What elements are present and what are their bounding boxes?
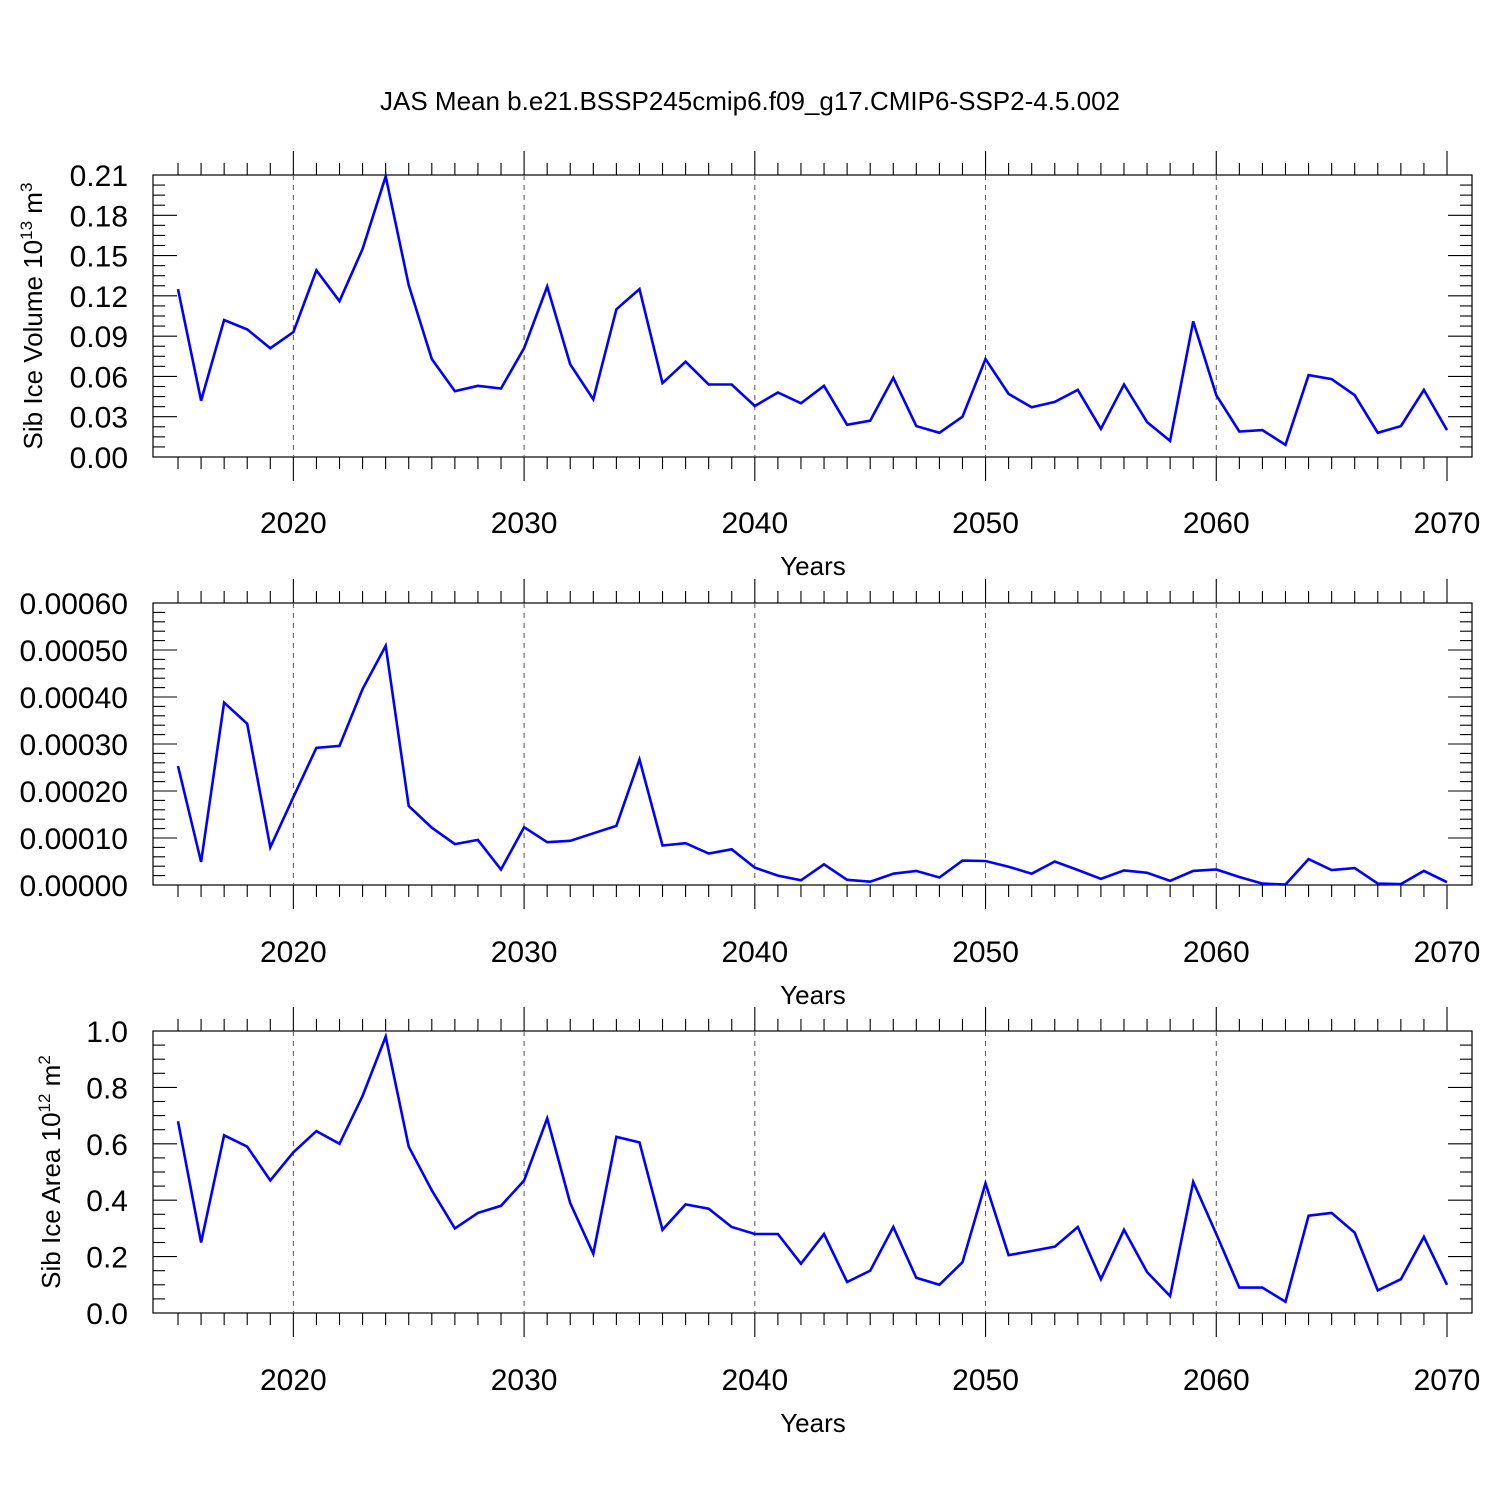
x-tick-label: 2030 (491, 1364, 558, 1397)
ice-volume-panel: Sib Ice Volume 1013 m3 2020 2030 2040 2050 2… (17, 151, 1480, 581)
y-tick-label: 0.0 (86, 1298, 128, 1331)
y-tick-label: 0.00000 (20, 870, 128, 903)
x-axis-label: Years (780, 980, 846, 1010)
x-axis-label: Years (780, 551, 846, 581)
x-tick-label: 2040 (721, 1364, 788, 1397)
x-tick-label: 2040 (721, 936, 788, 969)
x-tick-label: 2070 (1414, 507, 1481, 540)
x-tick-label: 2050 (952, 1364, 1019, 1397)
y-tick-label: 0.00 (70, 442, 128, 475)
y-axis-label-unit-exponent: 2 (35, 1055, 54, 1064)
y-tick-label: 0.12 (70, 281, 128, 314)
plot-frame (152, 602, 1473, 886)
y-tick-label: 0.06 (70, 361, 128, 394)
y-tick-label: 0.2 (86, 1242, 128, 1275)
y-tick-label: 0.18 (70, 200, 128, 233)
x-tick-label: 2030 (491, 936, 558, 969)
y-axis-label: Sib Ice Area 1012 m2 (35, 1055, 66, 1289)
y-axis-label-exponent: 13 (17, 221, 36, 240)
y-tick-label: 0.15 (70, 241, 128, 274)
y-tick-label: 0.00050 (20, 635, 128, 668)
series-line (176, 1032, 1449, 1304)
sample-panel: 2020 2030 2040 2050 2060 2070 Years 0.00000 0.00… (20, 579, 1481, 1010)
series-line (176, 171, 1449, 447)
y-tick-label: 0.8 (86, 1072, 128, 1105)
y-tick-label: 1.0 (86, 1016, 128, 1049)
y-axis-label-main: Sib Ice Volume 10 (18, 240, 48, 450)
y-tick-label: 0.00060 (20, 588, 128, 621)
y-axis-label-exponent: 12 (35, 1094, 54, 1113)
x-tick-label: 2050 (952, 507, 1019, 540)
y-tick-label: 0.03 (70, 402, 128, 435)
y-axis-label-unit: m (18, 192, 48, 214)
y-tick-label: 0.6 (86, 1129, 128, 1162)
x-tick-label: 2070 (1414, 936, 1481, 969)
y-tick-label: 0.09 (70, 321, 128, 354)
series-line (176, 641, 1448, 886)
x-tick-label: 2070 (1414, 1364, 1481, 1397)
y-axis-label-unit-exponent: 3 (17, 183, 36, 192)
x-tick-label: 2060 (1183, 507, 1250, 540)
y-tick-label: 0.00020 (20, 776, 128, 809)
y-tick-label: 0.00030 (20, 729, 128, 762)
x-tick-label: 2030 (491, 507, 558, 540)
y-axis-label-main: Sib Ice Area 10 (36, 1112, 66, 1288)
plot-frame (152, 1030, 1473, 1314)
y-tick-label: 0.4 (86, 1185, 128, 1218)
y-tick-label: 0.00010 (20, 823, 128, 856)
ice-area-panel: Sib Ice Area 1012 m2 2020 2030 2040 2050 206… (35, 1007, 1480, 1438)
x-axis-label: Years (780, 1408, 846, 1438)
y-tick-label: 0.21 (70, 160, 128, 193)
x-tick-label: 2040 (721, 507, 788, 540)
plot-frame (152, 174, 1473, 458)
x-tick-label: 2020 (260, 507, 327, 540)
x-tick-label: 2020 (260, 936, 327, 969)
figure-title: JAS Mean b.e21.BSSP245cmip6.f09_g17.CMIP… (380, 86, 1120, 116)
x-tick-label: 2060 (1183, 1364, 1250, 1397)
y-axis-label: Sib Ice Volume 1013 m3 (17, 183, 48, 450)
x-tick-label: 2020 (260, 1364, 327, 1397)
x-tick-label: 2050 (952, 936, 1019, 969)
x-tick-label: 2060 (1183, 936, 1250, 969)
y-tick-label: 0.00040 (20, 682, 128, 715)
y-axis-label-unit: m (36, 1065, 66, 1087)
